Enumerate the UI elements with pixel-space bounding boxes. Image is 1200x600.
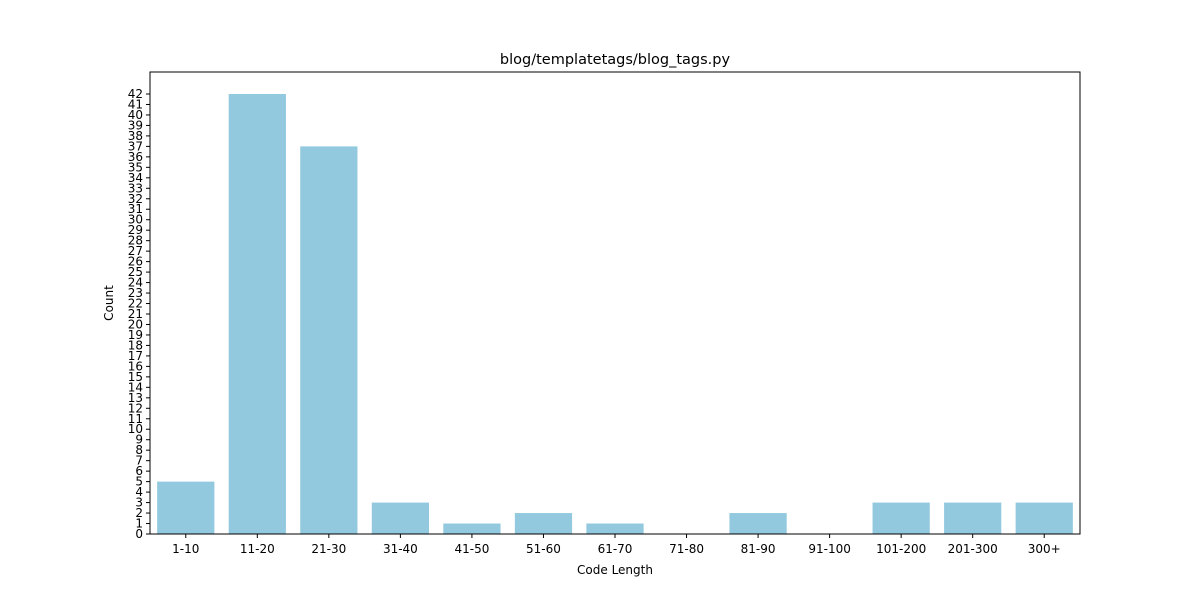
y-tick-label: 14: [128, 380, 143, 394]
bar-31-40: [371, 502, 429, 534]
y-tick-label: 29: [128, 223, 143, 237]
x-axis: 1-10 11-20 21-30 31-40 41-50 51-60 61-70 71-80 8…: [172, 534, 1061, 556]
x-tick-label: 91-100: [808, 542, 851, 556]
y-tick-label: 17: [128, 349, 143, 363]
y-tick-label: 19: [128, 328, 143, 342]
y-tick-label: 15: [128, 370, 143, 384]
y-tick-label: 32: [128, 192, 143, 206]
y-tick-label: 2: [135, 506, 143, 520]
y-tick-label: 10: [128, 422, 143, 436]
y-tick-label: 12: [128, 401, 143, 415]
bar-11-20: [228, 94, 286, 534]
y-tick-label: 18: [128, 338, 143, 352]
y-tick-label: 36: [128, 150, 143, 164]
x-tick-label: 31-40: [383, 542, 418, 556]
y-tick-label: 34: [128, 171, 143, 185]
y-tick-label: 28: [128, 234, 143, 248]
y-tick-label: 4: [135, 485, 143, 499]
x-tick-label: 51-60: [526, 542, 561, 556]
y-tick-label: 1: [135, 517, 143, 531]
y-axis-label: Count: [102, 285, 116, 321]
y-tick-label: 23: [128, 286, 143, 300]
y-tick-label: 31: [128, 202, 143, 216]
y-tick-label: 39: [128, 118, 143, 132]
bar-1-10: [157, 481, 215, 534]
x-tick-label: 71-80: [669, 542, 704, 556]
y-tick-label: 40: [128, 108, 143, 122]
chart-title: blog/templatetags/blog_tags.py: [500, 52, 731, 68]
bar-41-50: [443, 523, 501, 534]
plot-frame: [149, 71, 1081, 535]
y-tick-label: 5: [135, 475, 143, 489]
x-tick-label: 81-90: [741, 542, 776, 556]
y-tick-label: 24: [128, 276, 143, 290]
y-tick-label: 21: [128, 307, 143, 321]
y-tick-label: 42: [128, 87, 143, 101]
y-tick-label: 25: [128, 265, 143, 279]
y-tick-label: 9: [135, 433, 143, 447]
bar-201-300: [944, 502, 1002, 534]
x-tick-label: 300+: [1028, 542, 1061, 556]
y-tick-label: 7: [135, 454, 143, 468]
y-tick-label: 11: [128, 412, 143, 426]
y-tick-label: 13: [128, 391, 143, 405]
y-axis: 0123456789101112131415161718192021222324…: [128, 87, 150, 541]
bar-300+: [1015, 502, 1073, 534]
y-tick-label: 20: [128, 317, 143, 331]
y-tick-label: 6: [135, 464, 143, 478]
x-tick-label: 61-70: [598, 542, 633, 556]
y-tick-label: 0: [135, 527, 143, 541]
bar-51-60: [514, 513, 573, 534]
y-tick-label: 3: [135, 496, 143, 510]
bar-21-30: [300, 146, 358, 534]
x-tick-label: 11-20: [240, 542, 275, 556]
bar-61-70: [586, 523, 644, 534]
y-tick-label: 8: [135, 443, 143, 457]
bar-81-90: [729, 513, 787, 534]
x-axis-label: Code Length: [577, 563, 653, 577]
y-tick-label: 38: [128, 129, 143, 143]
x-tick-label: 21-30: [311, 542, 346, 556]
y-tick-label: 27: [128, 244, 143, 258]
y-tick-label: 35: [128, 160, 143, 174]
x-tick-label: 201-300: [948, 542, 998, 556]
y-tick-label: 26: [128, 255, 143, 269]
y-tick-label: 33: [128, 181, 143, 195]
y-tick-label: 41: [128, 97, 143, 111]
x-tick-label: 41-50: [454, 542, 489, 556]
bar-101-200: [872, 502, 930, 534]
y-tick-label: 22: [128, 297, 143, 311]
y-tick-label: 30: [128, 213, 143, 227]
x-tick-label: 1-10: [172, 542, 199, 556]
x-tick-label: 101-200: [876, 542, 926, 556]
y-tick-label: 37: [128, 139, 143, 153]
y-tick-label: 16: [128, 359, 143, 373]
bars-group: [157, 94, 1073, 534]
